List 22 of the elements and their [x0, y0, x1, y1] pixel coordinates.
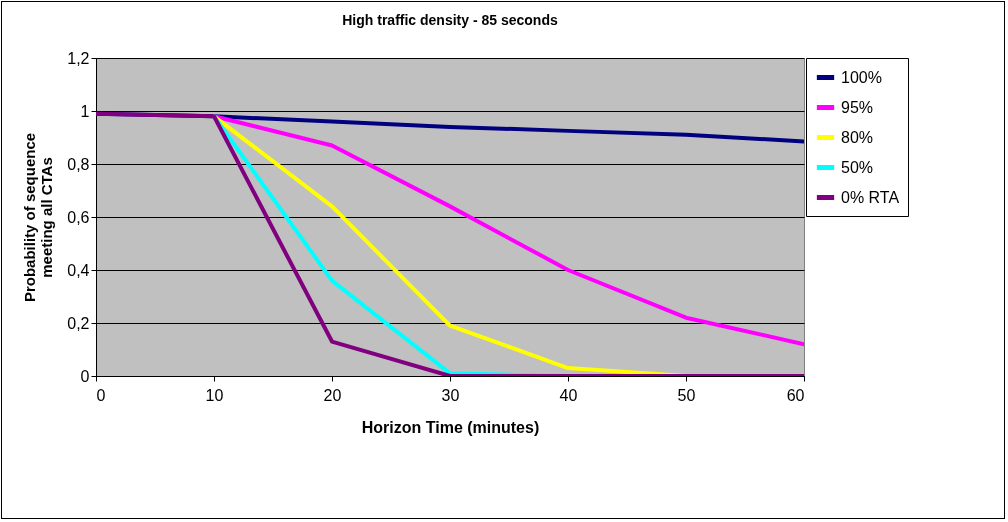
chart-title: High traffic density - 85 seconds	[342, 12, 558, 28]
x-tick-label: 30	[441, 386, 460, 404]
x-tick-label: 60	[786, 386, 805, 404]
x-axis-title: Horizon Time (minutes)	[361, 418, 540, 436]
y-tick-label: 1,2	[67, 49, 90, 67]
legend-label: 100%	[841, 68, 882, 86]
y-tick-label: 0,8	[67, 155, 90, 173]
x-tick-label: 0	[96, 386, 106, 404]
x-tick-label: 10	[205, 386, 224, 404]
x-tick-label: 50	[677, 386, 696, 404]
y-axis-title: Probability of sequence meeting all CTAs	[21, 132, 56, 303]
x-tick-label: 20	[323, 386, 342, 404]
y-tick-label: 1	[80, 102, 90, 120]
y-tick-label: 0,2	[67, 314, 90, 332]
y-tick-label: 0,4	[67, 261, 90, 279]
y-tick-label: 0,6	[67, 208, 90, 226]
y-tick-label: 0	[80, 367, 90, 385]
x-tick-label: 40	[559, 386, 578, 404]
legend-label: 80%	[841, 128, 874, 146]
legend-label: 95%	[841, 98, 874, 116]
legend-label: 50%	[841, 158, 874, 176]
legend-label: 0% RTA	[841, 188, 900, 206]
